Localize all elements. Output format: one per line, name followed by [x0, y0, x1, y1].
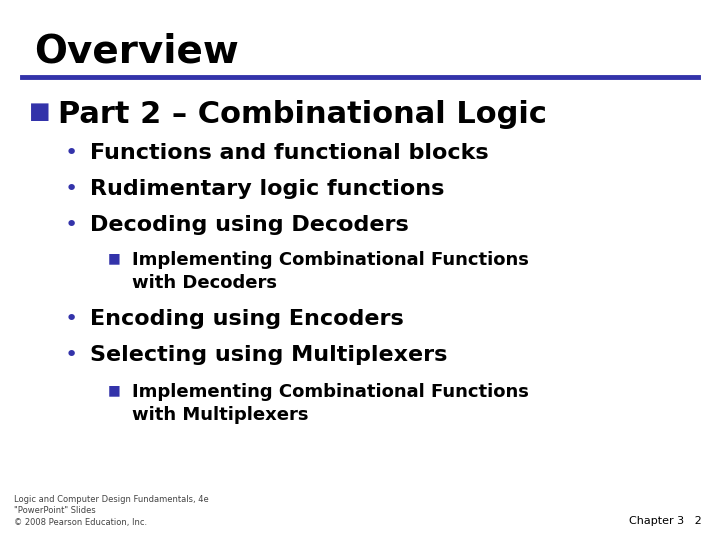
Text: •: • [65, 345, 78, 365]
Text: Chapter 3   2: Chapter 3 2 [629, 516, 702, 526]
Text: Implementing Combinational Functions
with Multiplexers: Implementing Combinational Functions wit… [132, 383, 528, 424]
Text: •: • [65, 179, 78, 199]
Text: Encoding using Encoders: Encoding using Encoders [90, 309, 404, 329]
Text: ■: ■ [108, 383, 121, 397]
Text: Functions and functional blocks: Functions and functional blocks [90, 143, 489, 163]
Text: Part 2 – Combinational Logic: Part 2 – Combinational Logic [58, 100, 546, 129]
Text: Selecting using Multiplexers: Selecting using Multiplexers [90, 345, 447, 365]
Text: ■: ■ [108, 251, 121, 265]
Text: Overview: Overview [35, 32, 239, 70]
Text: •: • [65, 215, 78, 235]
Text: Decoding using Decoders: Decoding using Decoders [90, 215, 409, 235]
Text: •: • [65, 309, 78, 329]
Text: •: • [65, 143, 78, 163]
Text: Rudimentary logic functions: Rudimentary logic functions [90, 179, 444, 199]
Text: ■: ■ [29, 100, 50, 123]
Text: Logic and Computer Design Fundamentals, 4e
"PowerPoint" Slides
© 2008 Pearson Ed: Logic and Computer Design Fundamentals, … [14, 495, 209, 526]
Text: Implementing Combinational Functions
with Decoders: Implementing Combinational Functions wit… [132, 251, 528, 292]
